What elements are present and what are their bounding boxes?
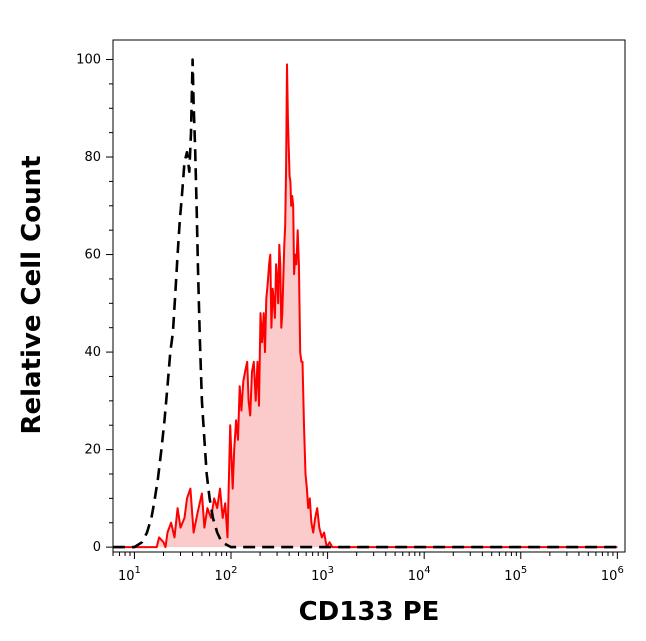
stained-histogram-line	[113, 63, 618, 549]
x-tick-label: 105	[504, 565, 527, 584]
y-axis: 0 20 40 60 80 100	[76, 53, 113, 555]
y-tick-label: 40	[84, 345, 101, 360]
x-tick-label: 103	[311, 565, 334, 584]
x-tick-label: 101	[118, 565, 141, 584]
control-histogram-line	[113, 58, 618, 549]
x-tick-label: 106	[601, 565, 624, 584]
x-axis: 101 102 103 104 105 106	[112, 552, 624, 584]
y-tick-label: 100	[76, 53, 101, 68]
y-tick-label: 20	[84, 443, 101, 458]
y-tick-label: 0	[93, 540, 101, 555]
series-layer	[113, 58, 618, 549]
plot-frame	[112, 39, 626, 553]
y-tick-label: 80	[84, 150, 101, 165]
y-axis-title: Relative Cell Count	[17, 155, 47, 434]
x-tick-label: 102	[215, 565, 238, 584]
y-tick-label: 60	[84, 248, 101, 263]
series-fill-area	[113, 64, 618, 548]
x-tick-label: 104	[408, 565, 431, 584]
x-axis-title: CD133 PE	[299, 597, 440, 627]
